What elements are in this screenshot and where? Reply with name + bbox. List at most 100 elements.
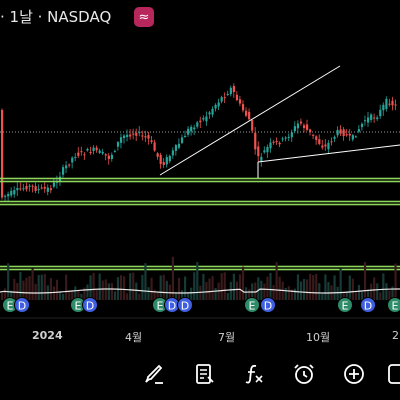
- candle-body: [351, 135, 354, 140]
- alarm-clock-icon[interactable]: [290, 360, 318, 388]
- crosshair-icon[interactable]: [384, 360, 400, 388]
- candle-body: [251, 120, 254, 131]
- candle-body: [77, 152, 80, 156]
- symbol-title[interactable]: · 1날 · NASDAQ: [0, 8, 112, 26]
- volume-bar: [363, 261, 367, 300]
- candle-body: [248, 111, 251, 120]
- candle-body: [46, 187, 49, 192]
- dividend-marker-label: D: [181, 300, 189, 313]
- volume-bar: [37, 274, 40, 300]
- dividend-marker-label: D: [364, 300, 372, 313]
- volume-bar: [110, 283, 113, 300]
- dividend-marker-label: D: [264, 300, 272, 313]
- volume-bar: [123, 276, 126, 300]
- candle-body: [104, 154, 107, 156]
- candle-body: [318, 139, 321, 144]
- candle-body: [272, 141, 275, 143]
- volume-average-line: [0, 288, 400, 294]
- volume-bar: [153, 289, 156, 300]
- candle-body: [281, 138, 284, 140]
- candle-body: [107, 155, 110, 160]
- candle-body: [65, 165, 68, 169]
- volume-bar: [34, 283, 37, 300]
- candle-body: [95, 147, 98, 151]
- earnings-marker-label: E: [7, 300, 14, 313]
- candle-body: [10, 190, 13, 196]
- candle-body: [214, 104, 217, 109]
- volume-bar: [357, 284, 361, 300]
- candle-body: [43, 186, 46, 189]
- volume-bar: [312, 275, 315, 300]
- candle-body: [211, 108, 214, 115]
- function-indicator-icon[interactable]: [240, 360, 268, 388]
- candle-body: [245, 110, 248, 116]
- candle-body: [13, 190, 16, 195]
- x-tick-label: 2: [392, 329, 399, 342]
- candle-body: [28, 185, 31, 187]
- candle-body: [49, 188, 52, 191]
- volume-bar: [193, 272, 196, 300]
- volume-bar: [132, 272, 135, 300]
- volume-bar: [156, 292, 159, 300]
- candle-body: [162, 162, 165, 165]
- volume-bar: [302, 278, 306, 300]
- volume-bar: [360, 291, 364, 300]
- volume-bar: [254, 282, 257, 300]
- candle-body: [388, 103, 391, 105]
- volume-bar: [22, 280, 25, 300]
- draw-brush-icon[interactable]: [140, 360, 168, 388]
- volume-bar: [379, 292, 382, 300]
- candle-body: [339, 129, 342, 134]
- candle-body: [266, 146, 269, 153]
- candle-body: [202, 117, 205, 120]
- dividend-marker-label: D: [168, 300, 176, 313]
- candle-body: [31, 185, 34, 187]
- candle-body: [391, 100, 394, 106]
- candle-body: [147, 135, 150, 139]
- volume-bar: [245, 287, 248, 300]
- candle-body: [37, 189, 40, 191]
- candle-body: [257, 146, 260, 157]
- candle-body: [83, 154, 86, 156]
- candle-body: [367, 117, 370, 123]
- volume-bar: [345, 291, 348, 300]
- candle-body: [86, 148, 89, 151]
- volume-bar: [315, 273, 318, 300]
- volume-bar: [7, 263, 10, 300]
- volume-bar: [31, 268, 34, 300]
- candle-body: [193, 127, 196, 130]
- candle-body: [263, 150, 266, 153]
- volume-bar: [388, 290, 391, 300]
- add-circle-icon[interactable]: [340, 360, 368, 388]
- candle-body: [101, 151, 104, 154]
- candle-body: [321, 145, 324, 148]
- candle-body: [138, 131, 141, 133]
- volume-bar: [4, 288, 7, 300]
- ripple-logo-icon[interactable]: ≈: [134, 7, 154, 27]
- volume-bar: [376, 283, 379, 300]
- volume-bar: [333, 275, 336, 300]
- notes-icon[interactable]: [191, 360, 219, 388]
- volume-bar: [62, 293, 65, 300]
- earnings-marker-label: E: [75, 300, 82, 313]
- volume-bar: [296, 274, 300, 300]
- candle-body: [254, 132, 257, 150]
- candle-body: [34, 186, 37, 191]
- earnings-marker: [337, 297, 353, 313]
- volume-bar: [241, 266, 245, 300]
- candle-body: [71, 157, 74, 163]
- earnings-marker-label: E: [249, 300, 256, 313]
- volume-bar: [83, 287, 86, 300]
- candle-body: [205, 116, 208, 122]
- candle-body: [287, 136, 290, 138]
- volume-bar: [211, 276, 214, 300]
- volume-bar: [92, 272, 95, 300]
- volume-bar: [162, 274, 165, 300]
- volume-bar: [65, 274, 68, 300]
- volume-bar: [299, 281, 303, 300]
- candle-body: [309, 129, 312, 133]
- candle-body: [52, 182, 56, 187]
- candle-body: [16, 188, 19, 191]
- candle-body: [171, 150, 174, 156]
